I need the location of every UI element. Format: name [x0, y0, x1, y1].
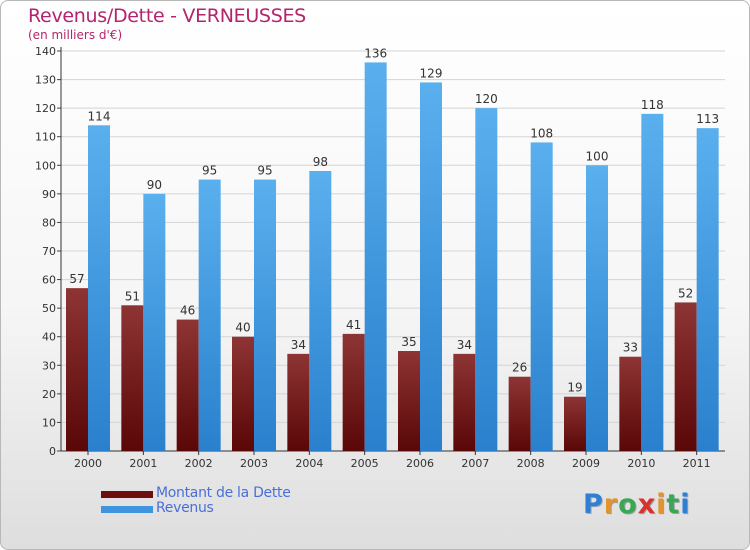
bar-revenue-2001 [143, 193, 166, 451]
logo-letter: x [637, 489, 657, 520]
bar-revenue-2010 [641, 113, 664, 451]
bar-debt-2002 [176, 319, 199, 451]
data-label-debt-2002: 46 [180, 304, 195, 318]
x-tick-label: 2002 [185, 457, 213, 470]
bar-revenue-2004 [309, 171, 332, 451]
y-tick-label: 90 [42, 188, 56, 201]
y-tick-label: 100 [35, 159, 56, 172]
bar-debt-2009 [564, 396, 586, 451]
bar-debt-2005 [342, 333, 365, 451]
data-label-debt-2006: 35 [401, 335, 416, 349]
data-label-debt-2009: 19 [567, 381, 582, 395]
data-label-debt-2005: 41 [346, 318, 361, 332]
legend-label-revenue: Revenus [156, 500, 214, 516]
data-label-revenue-2011: 113 [696, 112, 719, 126]
data-label-revenue-2008: 108 [530, 126, 553, 140]
legend-label-debt: Montant de la Dette [156, 485, 291, 501]
bars [66, 62, 719, 452]
y-tick-label: 60 [42, 274, 56, 287]
x-tick-label: 2001 [129, 457, 157, 470]
y-tick-label: 70 [42, 245, 56, 258]
bar-revenue-2008 [530, 142, 553, 451]
data-label-revenue-2003: 95 [257, 164, 272, 178]
bar-debt-2010 [619, 356, 642, 451]
y-tick-label: 50 [42, 302, 56, 315]
bar-debt-2000 [66, 288, 88, 451]
x-tick-label: 2007 [461, 457, 489, 470]
logo-letter: r [603, 489, 619, 520]
legend-swatch-revenue [101, 506, 153, 513]
y-tick-label: 110 [35, 131, 56, 144]
y-tick-label: 10 [42, 416, 56, 429]
data-labels: 57 114 51 90 46 95 40 95 34 98 41 136 35 129 34 120 26 10… [69, 46, 719, 394]
logo-letter: t [666, 489, 681, 520]
bar-debt-2003 [232, 336, 254, 451]
logo-letter: i [680, 489, 691, 520]
y-tick-label: 0 [49, 445, 56, 458]
chart-title: Revenus/Dette - VERNEUSSES [28, 5, 306, 27]
data-label-revenue-2001: 90 [147, 178, 162, 192]
data-label-debt-2011: 52 [678, 286, 693, 300]
bar-revenue-2007 [475, 108, 498, 452]
data-label-revenue-2002: 95 [202, 164, 217, 178]
x-tick-label: 2009 [572, 457, 600, 470]
bar-revenue-2005 [364, 62, 387, 452]
proxiti-logo: Proxiti [583, 489, 691, 520]
data-label-debt-2001: 51 [125, 289, 140, 303]
data-label-revenue-2009: 100 [586, 149, 609, 163]
data-label-revenue-2007: 120 [475, 92, 498, 106]
bar-debt-2011 [674, 302, 697, 451]
axes: 0 10 20 30 40 50 60 70 80 90 100 110 120 130 140 2000 20… [35, 45, 725, 470]
bar-revenue-2003 [254, 179, 276, 452]
bar-debt-2004 [287, 353, 310, 451]
x-tick-label: 2000 [74, 457, 102, 470]
bar-debt-2001 [121, 305, 144, 451]
y-tick-label: 140 [35, 45, 56, 58]
bar-revenue-2011 [696, 128, 719, 451]
bar-revenue-2000 [88, 125, 110, 452]
legend-swatch-debt [101, 491, 153, 498]
x-tick-label: 2003 [240, 457, 268, 470]
y-tick-label: 130 [35, 74, 56, 87]
bar-debt-2007 [453, 353, 476, 451]
y-tick-label: 80 [42, 216, 56, 229]
y-tick-label: 20 [42, 388, 56, 401]
logo-letter: P [583, 489, 604, 520]
logo-letter: i [656, 489, 667, 520]
data-label-debt-2003: 40 [235, 321, 250, 335]
y-tick-label: 120 [35, 102, 56, 115]
x-tick-label: 2008 [517, 457, 545, 470]
data-label-revenue-2000: 114 [88, 109, 111, 123]
bar-revenue-2002 [198, 179, 221, 452]
x-tick-label: 2011 [683, 457, 711, 470]
bar-debt-2006 [398, 351, 420, 451]
chart-subtitle: (en milliers d'€) [28, 28, 123, 42]
bar-debt-2008 [508, 376, 531, 451]
x-tick-label: 2006 [406, 457, 434, 470]
bar-revenue-2006 [420, 82, 442, 451]
logo-letter: o [618, 489, 638, 520]
x-tick-label: 2005 [351, 457, 379, 470]
data-label-revenue-2005: 136 [364, 46, 387, 60]
y-tick-label: 40 [42, 331, 56, 344]
data-label-debt-2004: 34 [291, 338, 306, 352]
y-tick-label: 30 [42, 359, 56, 372]
data-label-debt-2000: 57 [69, 272, 84, 286]
data-label-debt-2010: 33 [623, 341, 638, 355]
data-label-debt-2008: 26 [512, 361, 527, 375]
data-label-revenue-2004: 98 [313, 155, 328, 169]
data-label-revenue-2010: 118 [641, 98, 664, 112]
grid-lines [61, 50, 725, 423]
bar-revenue-2009 [586, 165, 608, 452]
data-label-revenue-2006: 129 [420, 66, 443, 80]
x-tick-label: 2004 [295, 457, 323, 470]
x-tick-label: 2010 [627, 457, 655, 470]
data-label-debt-2007: 34 [457, 338, 472, 352]
